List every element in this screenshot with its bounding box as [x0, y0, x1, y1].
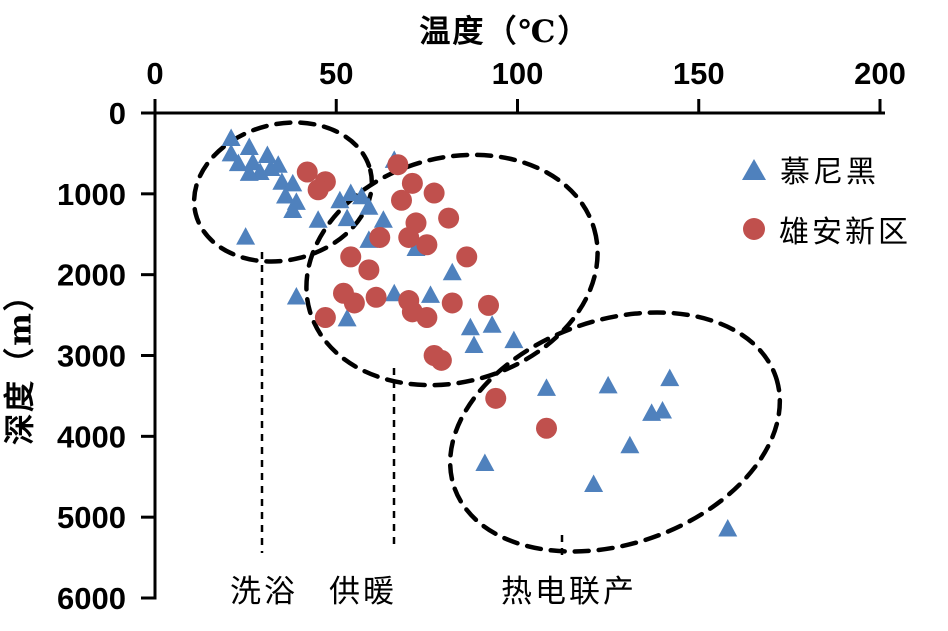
circle-marker-icon	[743, 218, 765, 240]
triangle-marker-icon	[742, 158, 766, 180]
cluster-ellipses	[191, 120, 783, 554]
data-point-munich	[239, 163, 259, 181]
data-point-xiongan	[343, 292, 365, 314]
data-point-xiongan	[441, 292, 463, 314]
data-point-xiongan	[430, 349, 452, 371]
data-point-xiongan	[307, 179, 329, 201]
data-point-munich	[221, 143, 241, 162]
data-point-xiongan	[438, 207, 460, 229]
data-point-xiongan	[340, 246, 362, 268]
data-point-munich	[286, 286, 306, 305]
data-point-xiongan	[456, 246, 478, 268]
data-point-xiongan	[314, 307, 336, 329]
y-tick-label: 5000	[57, 500, 126, 535]
data-point-munich	[283, 200, 303, 218]
data-point-munich	[341, 183, 361, 202]
data-point-xiongan	[358, 259, 380, 281]
data-point-munich	[620, 435, 640, 454]
legend-label-munich: 慕尼黑	[780, 155, 879, 190]
data-point-munich	[653, 400, 672, 419]
leader-lines	[260, 252, 564, 557]
data-point-xiongan	[365, 286, 387, 308]
x-tick-label: 50	[319, 56, 353, 91]
data-point-munich	[268, 155, 288, 173]
y-tick-label: 0	[109, 96, 126, 131]
data-point-xiongan	[416, 234, 438, 256]
legend-item-munich: 慕尼黑	[742, 146, 911, 192]
legend-item-xiongan: 雄安新区	[742, 206, 911, 252]
data-point-xiongan	[387, 154, 409, 176]
cluster-label-chp: 热电联产	[501, 574, 637, 610]
y-tick-label: 6000	[57, 581, 126, 616]
legend: 慕尼黑 雄安新区	[742, 146, 911, 266]
data-point-xiongan	[536, 417, 557, 439]
data-point-munich	[598, 375, 618, 394]
data-point-xiongan	[296, 161, 318, 183]
data-point-munich	[373, 210, 393, 228]
cluster-ellipse-0	[191, 120, 375, 264]
data-point-xiongan	[485, 387, 507, 409]
x-tick-label: 0	[146, 56, 163, 91]
x-tick-label: 150	[673, 56, 725, 91]
data-point-munich	[464, 335, 484, 353]
legend-label-xiongan: 雄安新区	[779, 215, 911, 250]
cluster-labels: 洗浴 供暖 热电联产	[230, 574, 637, 610]
data-point-munich	[337, 208, 357, 227]
data-point-munich	[460, 317, 480, 336]
data-point-munich	[475, 453, 495, 472]
data-point-munich	[308, 210, 328, 228]
data-points	[221, 128, 738, 537]
data-point-munich	[283, 173, 303, 192]
data-point-munich	[221, 128, 241, 147]
cluster-ellipse-1	[304, 152, 600, 388]
data-point-munich	[239, 137, 259, 155]
y-tick-label: 2000	[57, 258, 126, 293]
data-point-xiongan	[423, 182, 445, 204]
data-point-xiongan	[478, 294, 499, 316]
data-point-munich	[276, 185, 295, 204]
data-point-munich	[330, 190, 350, 209]
data-point-munich	[718, 518, 738, 537]
data-point-munich	[421, 285, 440, 303]
data-point-munich	[482, 315, 502, 333]
data-point-munich	[359, 197, 379, 215]
data-point-munich	[337, 308, 357, 327]
cluster-label-bathing: 洗浴	[230, 574, 298, 610]
data-point-xiongan	[401, 172, 423, 194]
data-point-munich	[352, 186, 372, 205]
data-point-munich	[504, 330, 524, 349]
data-point-xiongan	[398, 226, 420, 248]
cluster-ellipse-2	[447, 310, 783, 554]
data-point-munich	[584, 474, 604, 493]
y-tick-label: 1000	[57, 177, 126, 212]
data-point-munich	[228, 153, 248, 172]
data-point-munich	[537, 378, 556, 396]
data-point-xiongan	[391, 189, 412, 211]
data-point-munich	[660, 368, 680, 387]
data-point-munich	[442, 262, 462, 281]
chart-title: 温度（℃）	[419, 14, 591, 50]
x-tick-label: 100	[492, 56, 544, 91]
data-point-xiongan	[416, 307, 438, 329]
y-tick-label: 4000	[57, 419, 126, 454]
cluster-label-heating: 供暖	[329, 574, 397, 610]
data-point-munich	[257, 145, 277, 164]
x-tick-label: 200	[854, 56, 906, 91]
data-point-munich	[236, 227, 256, 245]
data-point-xiongan	[369, 226, 391, 248]
y-tick-label: 3000	[57, 339, 126, 374]
